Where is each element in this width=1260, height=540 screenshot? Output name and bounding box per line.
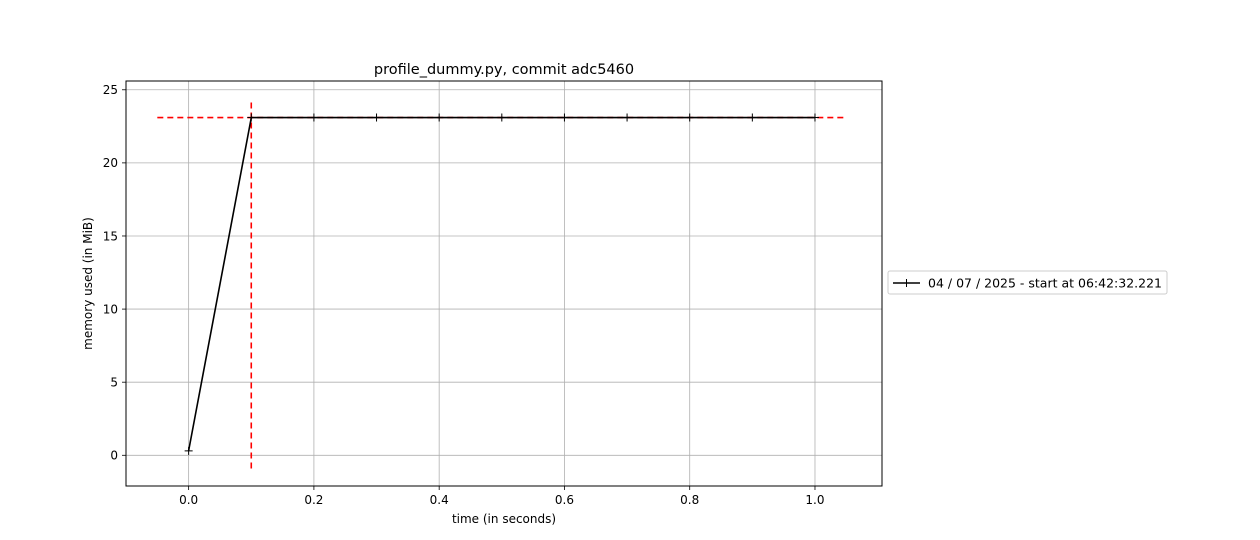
y-tick-label: 25 [103, 83, 118, 97]
x-tick-label: 1.0 [805, 493, 824, 507]
y-axis-label: memory used (in MiB) [81, 217, 95, 350]
data-point-marker [560, 113, 569, 122]
y-tick-label: 15 [103, 229, 118, 243]
x-tick-label: 0.6 [555, 493, 574, 507]
x-tick-label: 0.0 [179, 493, 198, 507]
x-tick-label: 0.2 [304, 493, 323, 507]
grid [126, 81, 882, 486]
data-point-marker [184, 446, 193, 455]
y-tick-label: 0 [110, 449, 118, 463]
legend-box [887, 270, 1168, 295]
chart-title: profile_dummy.py, commit adc5460 [374, 62, 634, 78]
series [184, 113, 819, 455]
legend-marker-icon [902, 279, 911, 287]
data-point-marker [309, 113, 318, 122]
data-point-marker [372, 113, 381, 122]
data-point-marker [685, 113, 694, 122]
data-point-marker [435, 113, 444, 122]
data-point-marker [748, 113, 757, 122]
y-tick-label: 10 [103, 302, 118, 316]
x-tick-label: 0.8 [680, 493, 699, 507]
plot-frame [125, 80, 883, 487]
x-tick-label: 0.4 [430, 493, 449, 507]
x-axis-label: time (in seconds) [452, 512, 556, 526]
legend: 04 / 07 / 2025 - start at 06:42:32.221 [887, 270, 1168, 295]
legend-label: 04 / 07 / 2025 - start at 06:42:32.221 [928, 276, 1162, 291]
data-point-marker [623, 113, 632, 122]
data-point-marker [810, 113, 819, 122]
y-tick-label: 20 [103, 156, 118, 170]
data-point-marker [247, 113, 256, 122]
ticks: 0.0 0.2 0.4 0.6 0.8 1.0 0 5 10 15 20 25 [103, 83, 825, 507]
data-point-marker [497, 113, 506, 122]
y-tick-label: 5 [110, 375, 118, 389]
